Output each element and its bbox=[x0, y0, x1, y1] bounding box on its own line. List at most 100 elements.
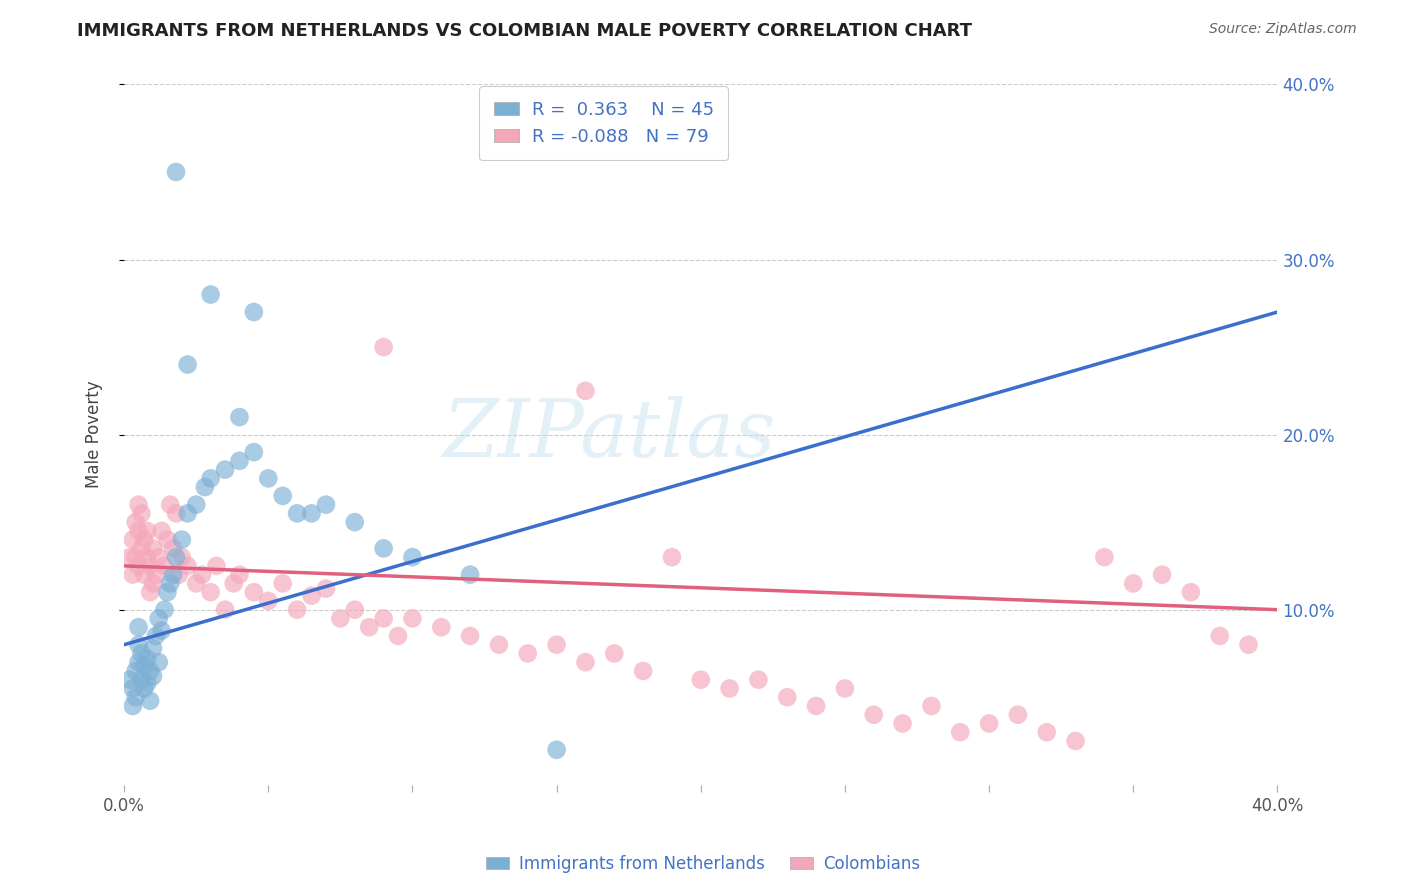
Point bbox=[949, 725, 972, 739]
Point bbox=[148, 655, 170, 669]
Text: ZIPatlas: ZIPatlas bbox=[441, 396, 775, 474]
Point bbox=[228, 410, 250, 425]
Point bbox=[124, 515, 146, 529]
Point bbox=[1035, 725, 1057, 739]
Point bbox=[134, 658, 156, 673]
Point bbox=[162, 541, 184, 556]
Point bbox=[153, 558, 176, 573]
Point bbox=[776, 690, 799, 705]
Text: IMMIGRANTS FROM NETHERLANDS VS COLOMBIAN MALE POVERTY CORRELATION CHART: IMMIGRANTS FROM NETHERLANDS VS COLOMBIAN… bbox=[77, 22, 973, 40]
Point bbox=[285, 507, 308, 521]
Point bbox=[121, 567, 143, 582]
Point bbox=[1064, 734, 1087, 748]
Point bbox=[124, 664, 146, 678]
Point bbox=[131, 647, 153, 661]
Point bbox=[214, 602, 236, 616]
Point bbox=[546, 743, 568, 757]
Point bbox=[401, 550, 423, 565]
Point bbox=[121, 681, 143, 696]
Point bbox=[139, 694, 162, 708]
Point bbox=[271, 489, 294, 503]
Point bbox=[315, 498, 337, 512]
Point bbox=[159, 498, 181, 512]
Point bbox=[134, 681, 156, 696]
Point bbox=[128, 638, 150, 652]
Point bbox=[603, 647, 626, 661]
Point bbox=[124, 690, 146, 705]
Point bbox=[834, 681, 856, 696]
Point bbox=[165, 507, 187, 521]
Point bbox=[1180, 585, 1202, 599]
Point bbox=[301, 589, 323, 603]
Point bbox=[145, 567, 167, 582]
Point bbox=[118, 550, 141, 565]
Point bbox=[718, 681, 741, 696]
Point bbox=[343, 515, 366, 529]
Point bbox=[271, 576, 294, 591]
Y-axis label: Male Poverty: Male Poverty bbox=[86, 381, 103, 489]
Point bbox=[228, 567, 250, 582]
Point bbox=[243, 585, 266, 599]
Point bbox=[150, 524, 173, 538]
Point bbox=[142, 541, 165, 556]
Point bbox=[1237, 638, 1260, 652]
Point bbox=[689, 673, 711, 687]
Legend: R =  0.363    N = 45, R = -0.088   N = 79: R = 0.363 N = 45, R = -0.088 N = 79 bbox=[479, 87, 728, 161]
Point bbox=[124, 550, 146, 565]
Point bbox=[205, 558, 228, 573]
Point bbox=[131, 507, 153, 521]
Point bbox=[136, 676, 159, 690]
Point bbox=[1092, 550, 1115, 565]
Point bbox=[1152, 567, 1174, 582]
Point bbox=[156, 533, 179, 547]
Point bbox=[128, 558, 150, 573]
Point bbox=[170, 550, 193, 565]
Point bbox=[661, 550, 683, 565]
Point bbox=[142, 641, 165, 656]
Point bbox=[343, 602, 366, 616]
Point bbox=[159, 576, 181, 591]
Point bbox=[546, 638, 568, 652]
Point bbox=[176, 358, 198, 372]
Point bbox=[148, 550, 170, 565]
Point bbox=[139, 664, 162, 678]
Point bbox=[458, 567, 481, 582]
Point bbox=[631, 664, 654, 678]
Point bbox=[243, 445, 266, 459]
Point bbox=[139, 558, 162, 573]
Point bbox=[134, 567, 156, 582]
Legend: Immigrants from Netherlands, Colombians: Immigrants from Netherlands, Colombians bbox=[479, 848, 927, 880]
Point bbox=[121, 698, 143, 713]
Point bbox=[804, 698, 827, 713]
Point bbox=[257, 594, 280, 608]
Point bbox=[243, 305, 266, 319]
Point bbox=[150, 624, 173, 638]
Point bbox=[121, 533, 143, 547]
Point bbox=[1007, 707, 1029, 722]
Point bbox=[1209, 629, 1232, 643]
Point bbox=[142, 669, 165, 683]
Point bbox=[128, 524, 150, 538]
Point bbox=[285, 602, 308, 616]
Point bbox=[186, 498, 208, 512]
Point bbox=[191, 567, 214, 582]
Point bbox=[145, 629, 167, 643]
Point bbox=[574, 384, 596, 398]
Point bbox=[131, 673, 153, 687]
Point bbox=[401, 611, 423, 625]
Point bbox=[176, 507, 198, 521]
Point bbox=[359, 620, 381, 634]
Point bbox=[222, 576, 245, 591]
Point bbox=[194, 480, 217, 494]
Point bbox=[315, 582, 337, 596]
Point bbox=[162, 567, 184, 582]
Point bbox=[214, 462, 236, 476]
Point bbox=[920, 698, 942, 713]
Point bbox=[516, 647, 538, 661]
Point bbox=[862, 707, 884, 722]
Point bbox=[200, 471, 222, 485]
Point bbox=[891, 716, 914, 731]
Point bbox=[373, 340, 395, 354]
Point bbox=[153, 602, 176, 616]
Point bbox=[200, 585, 222, 599]
